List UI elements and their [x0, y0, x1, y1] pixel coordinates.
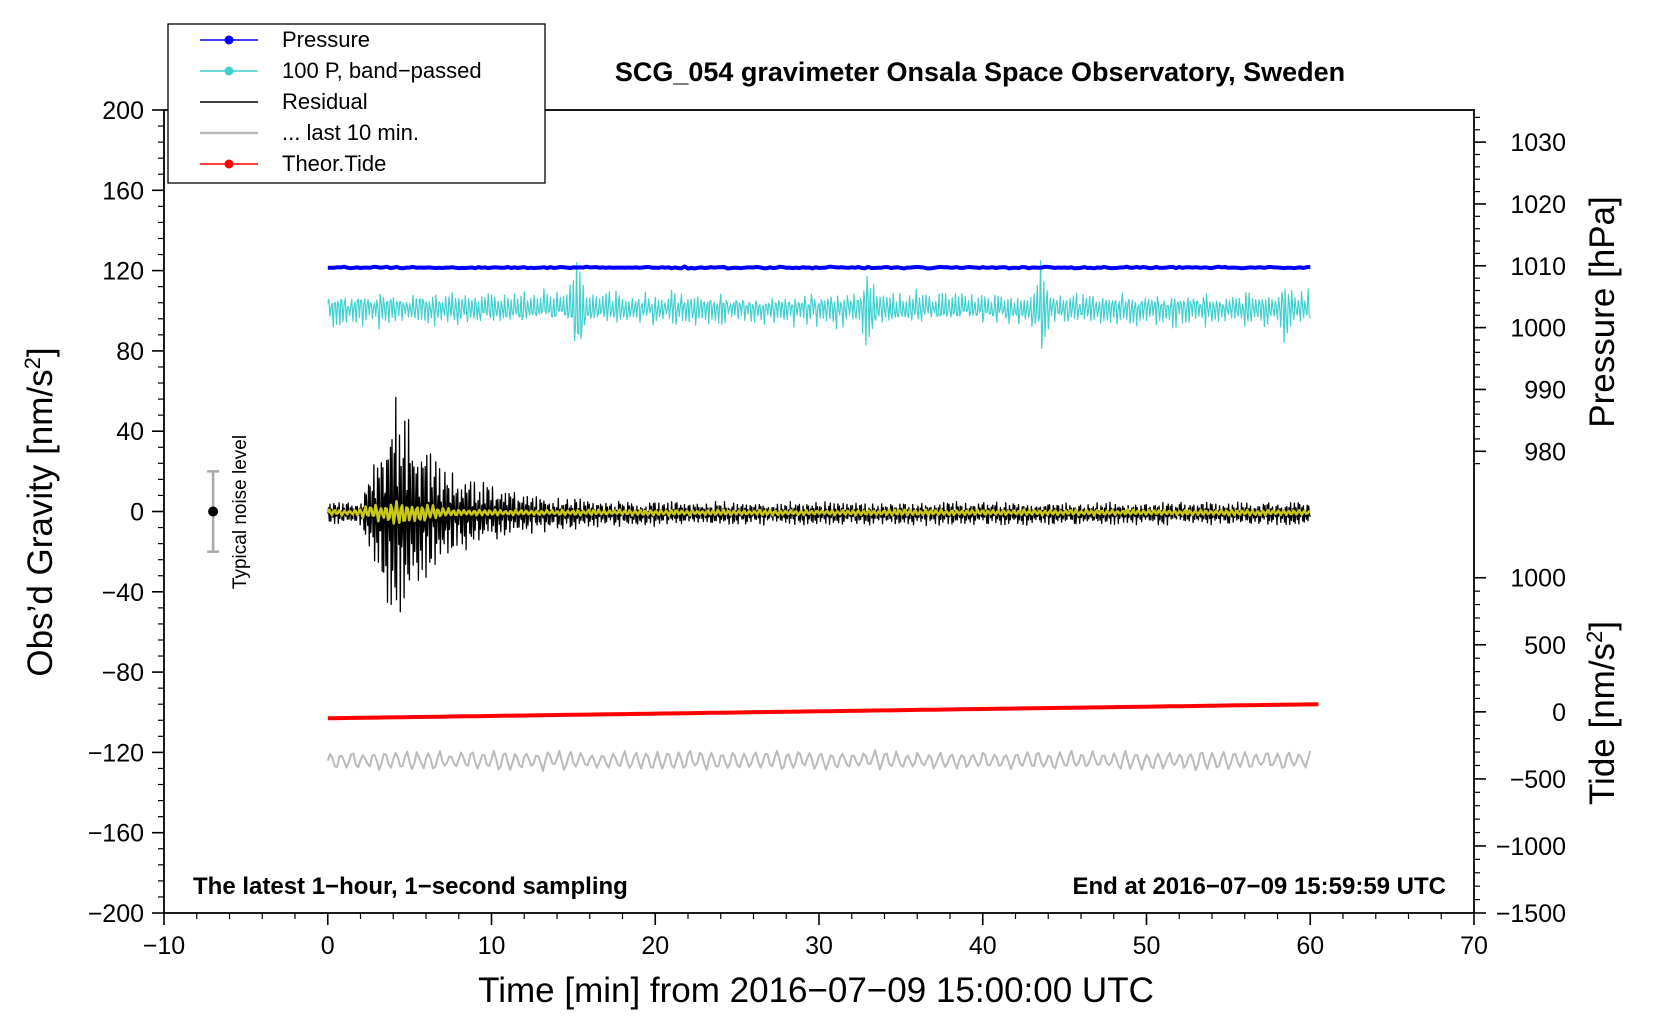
x-tick-label: 0	[321, 932, 335, 960]
x-tick-label: 30	[805, 932, 833, 960]
y-tick-label-left: 160	[102, 177, 144, 205]
pressure-tick-label: 1000	[1510, 315, 1566, 343]
y-axis-title-left-sup: 2	[20, 357, 45, 369]
legend-swatch-marker	[224, 66, 234, 76]
pressure-tick-label: 990	[1524, 376, 1566, 404]
series-band-passed-pressure	[327, 260, 1311, 349]
y-tick-label-left: 80	[116, 338, 144, 366]
x-tick-label: 50	[1133, 932, 1161, 960]
series-layer	[326, 260, 1319, 772]
y-tick-label-left: 120	[102, 258, 144, 286]
pressure-tick-label: 980	[1524, 438, 1566, 466]
legend: Pressure 100 P, band−passed Residual ...…	[167, 23, 546, 184]
y-axis-title-tide-main: Tide [nm/s	[1583, 643, 1622, 805]
x-tick-label: 60	[1296, 932, 1324, 960]
legend-label-pressure: Pressure	[282, 27, 370, 52]
legend-label-residual: Residual	[282, 89, 368, 114]
pressure-tick-label: 1020	[1510, 191, 1566, 219]
legend-swatch-marker	[224, 159, 234, 169]
y-axis-title-tide: Tide [nm/s2]	[1582, 621, 1622, 805]
y-tick-label-left: 0	[130, 499, 144, 527]
noise-level-bar	[207, 470, 220, 553]
y-tick-label-left: 200	[102, 97, 144, 125]
y-tick-label-left: 40	[116, 418, 144, 446]
noise-label: Typical noise level	[230, 435, 251, 589]
legend-swatch-marker	[224, 35, 234, 45]
chart-title: SCG_054 gravimeter Onsala Space Observat…	[615, 57, 1345, 87]
series-pressure	[327, 264, 1311, 271]
x-tick-label: 10	[478, 932, 506, 960]
ticks-layer: −10 0 10 20 30 40 50 60 7020016012080400−40−80−1…	[88, 97, 1566, 960]
y-tick-label-left: −40	[102, 579, 144, 607]
y-axis-title-tide-close: ]	[1583, 621, 1622, 631]
y-tick-label-left: −160	[88, 820, 144, 848]
tide-tick-label: 0	[1552, 699, 1566, 727]
tide-tick-label: −1500	[1496, 900, 1566, 928]
y-axis-title-tide-sup: 2	[1582, 631, 1607, 643]
x-tick-label: 20	[641, 932, 669, 960]
x-tick-label: 70	[1460, 932, 1488, 960]
series-last-10-min	[326, 749, 1312, 772]
legend-box	[167, 23, 546, 184]
y-axis-title-pressure: Pressure [hPa]	[1583, 196, 1622, 428]
legend-label-last-10-min: ... last 10 min.	[282, 120, 419, 145]
series-theor-tide	[327, 702, 1319, 721]
legend-items	[200, 35, 258, 169]
tide-tick-label: 500	[1524, 632, 1566, 660]
y-axis-title-left: Obs’d Gravity [nm/s2]	[20, 347, 60, 676]
y-tick-label-left: −80	[102, 659, 144, 687]
legend-label-band-passed: 100 P, band−passed	[282, 58, 482, 83]
tide-tick-label: −1000	[1496, 833, 1566, 861]
series-residual	[327, 396, 1311, 613]
y-tick-label-left: −120	[88, 739, 144, 767]
tide-tick-label: −500	[1510, 766, 1566, 794]
y-axis-title-left-close: ]	[21, 347, 60, 357]
pressure-tick-label: 1030	[1510, 129, 1566, 157]
x-tick-label: 40	[969, 932, 997, 960]
y-axis-title-left-main: Obs’d Gravity [nm/s	[21, 369, 60, 676]
sampling-note: The latest 1−hour, 1−second sampling	[193, 873, 628, 900]
pressure-tick-label: 1010	[1510, 253, 1566, 281]
x-axis-title: Time [min] from 2016−07−09 15:00:00 UTC	[478, 971, 1154, 1010]
y-tick-label-left: −200	[88, 900, 144, 928]
end-time-note: End at 2016−07−09 15:59:59 UTC	[1072, 873, 1446, 900]
x-tick-label: −10	[143, 932, 185, 960]
tide-tick-label: 1000	[1510, 565, 1566, 593]
noise-bar-center-dot	[208, 506, 219, 517]
legend-label-theor-tide: Theor.Tide	[282, 151, 386, 176]
series-residual-smoothed	[326, 499, 1311, 525]
